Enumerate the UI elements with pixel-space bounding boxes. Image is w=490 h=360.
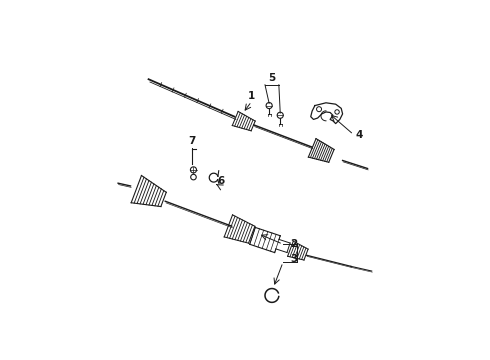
Text: 5: 5: [269, 73, 275, 84]
Text: 2: 2: [291, 239, 298, 249]
Text: 1: 1: [248, 91, 255, 102]
Text: 7: 7: [188, 136, 195, 146]
Text: 4: 4: [355, 130, 363, 140]
Text: 3: 3: [291, 255, 298, 264]
Text: 6: 6: [217, 176, 224, 186]
